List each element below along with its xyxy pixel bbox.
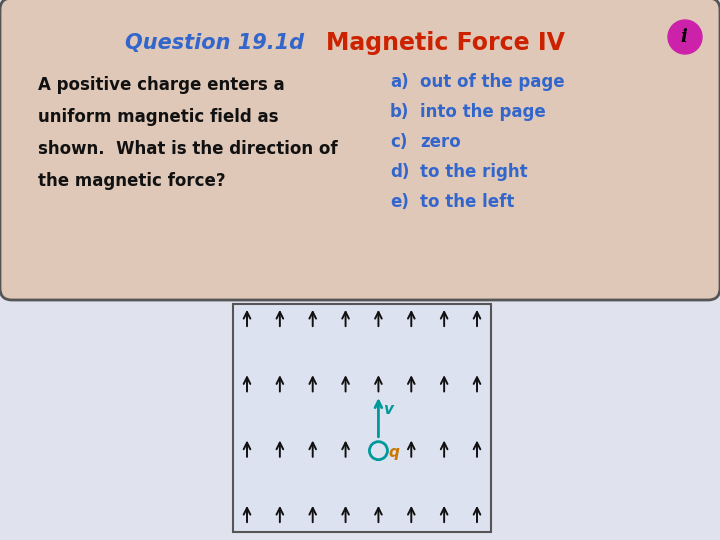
- Text: Magnetic Force IV: Magnetic Force IV: [325, 31, 564, 55]
- Text: d): d): [390, 163, 410, 181]
- Text: out of the page: out of the page: [420, 73, 564, 91]
- Text: Question 19.1d: Question 19.1d: [125, 33, 305, 53]
- Text: to the left: to the left: [420, 193, 514, 211]
- Text: b): b): [390, 103, 410, 121]
- Text: i: i: [680, 28, 688, 46]
- Text: into the page: into the page: [420, 103, 546, 121]
- Text: zero: zero: [420, 133, 461, 151]
- FancyBboxPatch shape: [233, 304, 491, 532]
- Text: uniform magnetic field as: uniform magnetic field as: [38, 108, 279, 126]
- Text: e): e): [390, 193, 409, 211]
- Text: shown.  What is the direction of: shown. What is the direction of: [38, 140, 338, 158]
- FancyBboxPatch shape: [0, 0, 720, 300]
- Text: A positive charge enters a: A positive charge enters a: [38, 76, 284, 94]
- Text: the magnetic force?: the magnetic force?: [38, 172, 225, 190]
- Text: a): a): [390, 73, 409, 91]
- Text: q: q: [388, 445, 400, 460]
- Text: v: v: [384, 402, 393, 417]
- Text: c): c): [390, 133, 408, 151]
- Circle shape: [668, 20, 702, 54]
- Text: to the right: to the right: [420, 163, 528, 181]
